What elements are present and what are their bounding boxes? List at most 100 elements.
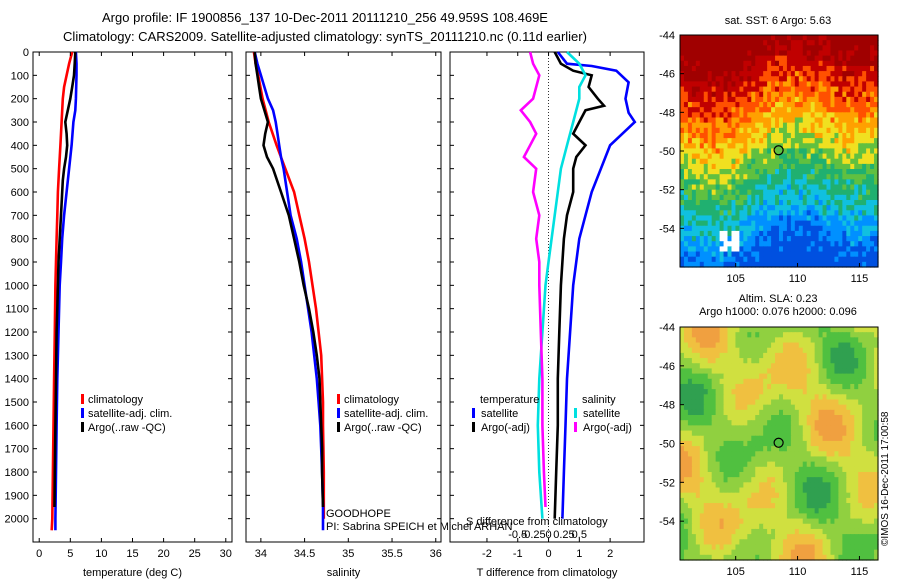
map-cell <box>838 523 843 530</box>
legend-swatch-satellite <box>337 408 340 418</box>
map-cell <box>782 461 788 468</box>
map-cell <box>711 132 717 139</box>
map-cell <box>763 466 768 473</box>
map-cell <box>818 81 824 88</box>
map-cell <box>680 153 685 160</box>
map-cell <box>830 210 836 217</box>
map-cell <box>806 549 812 556</box>
map-cell <box>695 363 701 370</box>
plot-frame <box>245 51 442 543</box>
map-cell <box>703 169 709 175</box>
map-cell <box>866 471 871 478</box>
map-cell <box>822 508 828 514</box>
map-cell <box>731 241 737 247</box>
map-cell <box>870 327 875 333</box>
map-cell <box>680 383 685 390</box>
map-cell <box>862 117 867 124</box>
map-cell <box>790 189 796 196</box>
map-cell <box>735 45 740 52</box>
map-cell <box>711 394 717 401</box>
map-cell <box>691 71 697 77</box>
map-cell <box>838 148 843 155</box>
map-cell <box>858 163 863 170</box>
map-cell <box>806 251 812 258</box>
map-cell <box>683 549 689 556</box>
map-cell <box>767 352 772 359</box>
map-cell <box>751 544 756 551</box>
map-cell <box>782 451 788 458</box>
map-cell <box>755 102 760 108</box>
map-cell <box>798 352 804 359</box>
map-cell <box>751 35 756 41</box>
map-cell <box>838 179 843 186</box>
map-cell <box>691 261 697 268</box>
map-cell <box>771 409 776 416</box>
map-cell <box>790 352 796 359</box>
map-cell <box>790 508 796 514</box>
map-cell <box>790 409 796 416</box>
map-cell <box>779 40 784 46</box>
map-cell <box>691 122 697 129</box>
map-cell <box>779 158 784 165</box>
map-cell <box>802 409 808 416</box>
map-cell <box>790 451 796 458</box>
map-cell <box>680 503 685 509</box>
map-cell <box>771 40 776 46</box>
map-cell <box>854 528 859 535</box>
map-cell <box>874 327 879 333</box>
map-cell <box>687 55 693 62</box>
map-cell <box>830 420 836 426</box>
map-cell <box>810 420 816 426</box>
map-cell <box>763 492 768 499</box>
map-cell <box>786 55 792 62</box>
map-cell <box>703 148 709 155</box>
map-cell <box>691 102 697 108</box>
map-cell <box>862 492 867 499</box>
map-cell <box>854 122 859 129</box>
map-cell <box>830 60 836 67</box>
map-cell <box>711 71 717 77</box>
map-cell <box>695 503 701 509</box>
map-cell <box>854 215 859 222</box>
map-cell <box>830 352 836 359</box>
map-cell <box>834 539 839 546</box>
map-cell <box>751 342 756 349</box>
map-cell <box>719 352 725 359</box>
map-cell <box>842 220 847 227</box>
map-cell <box>850 471 855 478</box>
map-cell <box>794 138 800 144</box>
map-cell <box>703 246 709 253</box>
legend-swatch-t-argo <box>472 422 475 432</box>
map-cell <box>759 358 764 364</box>
map-cell <box>830 261 836 268</box>
map-cell <box>707 189 713 196</box>
map-cell <box>866 220 871 227</box>
map-cell <box>790 518 796 525</box>
map-cell <box>802 420 808 426</box>
map-cell <box>727 425 733 432</box>
map-cell <box>691 446 697 452</box>
map-cell <box>743 471 748 478</box>
map-cell <box>680 508 685 514</box>
map-cell <box>786 363 792 370</box>
map-cell <box>683 456 689 463</box>
map-cell <box>691 342 697 349</box>
map-cell <box>703 544 709 551</box>
map-cell <box>802 446 808 452</box>
map-cell <box>802 189 808 196</box>
map-cell <box>707 86 713 93</box>
map-cell <box>794 508 800 514</box>
map-cell <box>727 456 733 463</box>
map-cell <box>747 554 752 561</box>
map-cell <box>862 169 867 175</box>
map-cell <box>695 81 701 88</box>
map-cell <box>866 352 871 359</box>
map-cell <box>858 169 863 175</box>
map-cell <box>711 163 717 170</box>
map-cell <box>751 112 756 119</box>
map-cell <box>755 508 760 514</box>
map-cell <box>771 35 776 41</box>
map-cell <box>759 174 764 180</box>
map-cell <box>727 342 733 349</box>
map-cell <box>723 256 729 263</box>
